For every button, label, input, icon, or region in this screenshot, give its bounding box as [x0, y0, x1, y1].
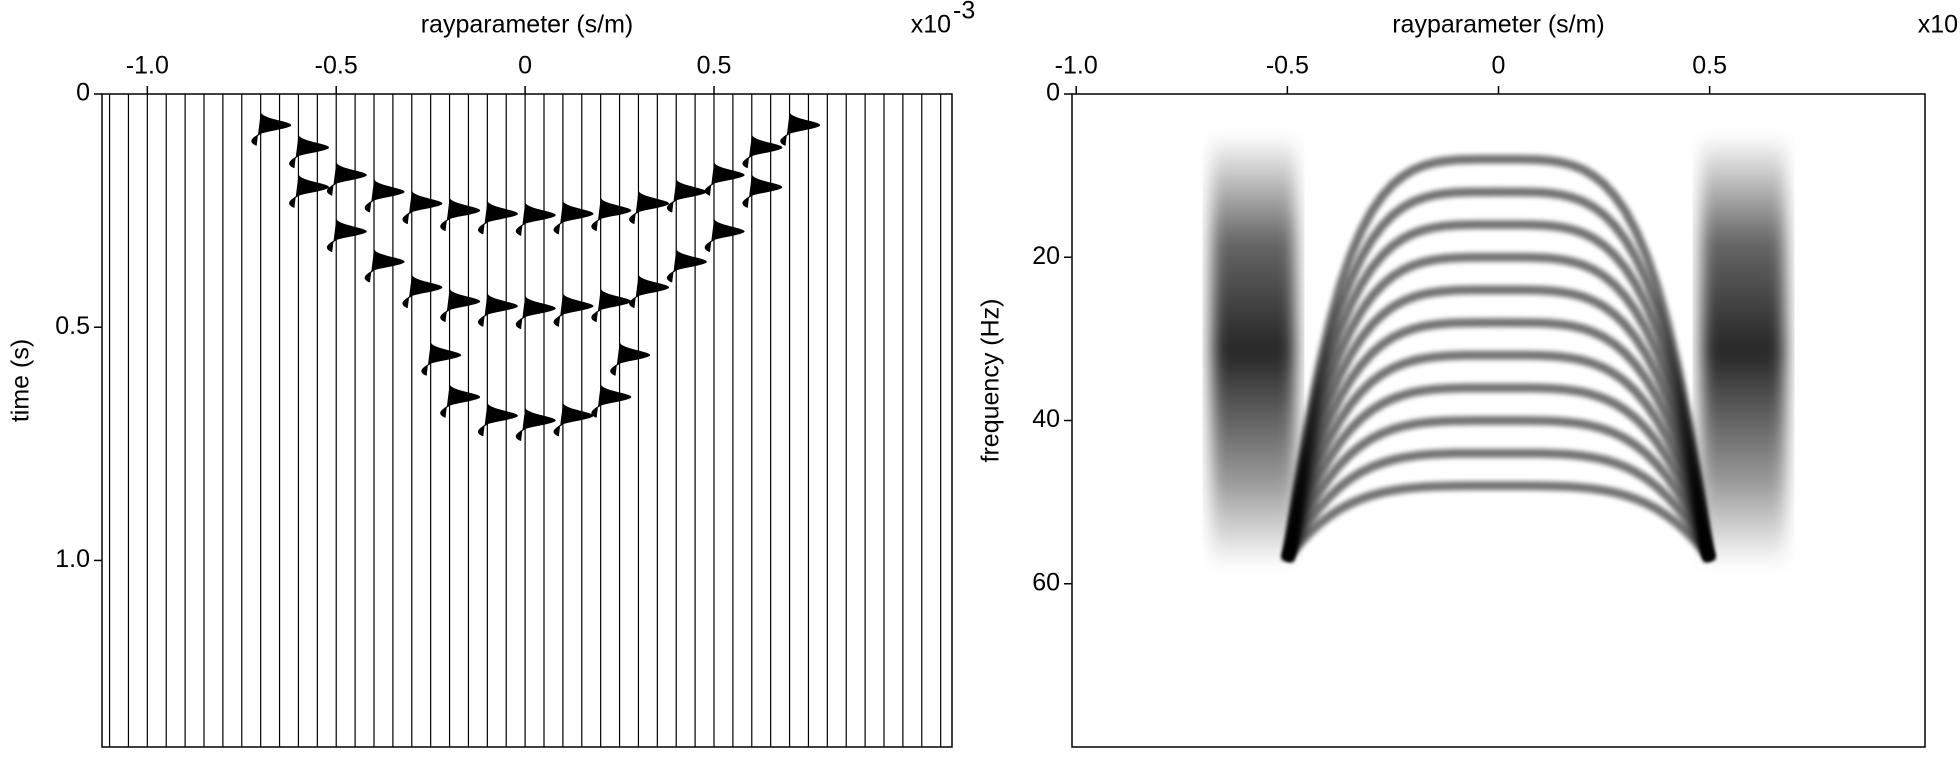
wavelet [610, 342, 651, 376]
arc [1283, 416, 1714, 561]
wavelet [629, 191, 670, 225]
wavelet [289, 174, 330, 208]
image-layer [1211, 134, 1786, 568]
x-tick-label: -0.5 [315, 52, 358, 80]
y-tick-label: 40 [1032, 405, 1060, 433]
wavelet [704, 219, 745, 253]
y-tick-label: 20 [1032, 242, 1060, 270]
wavelet [742, 174, 783, 208]
wavelet [440, 198, 481, 232]
wavelet [478, 201, 518, 235]
y-tick-label: 1.0 [55, 545, 90, 573]
wavelet [629, 275, 670, 309]
y-tick-label: 0.5 [55, 312, 90, 340]
y-axis-label: time (s) [7, 339, 35, 422]
x-tick-label: 0.5 [1692, 52, 1727, 80]
wavelet [553, 403, 594, 437]
wavelet [440, 384, 481, 418]
arc [1282, 154, 1715, 560]
plot-frame [101, 93, 953, 748]
wavelet [251, 112, 292, 146]
wavelet [666, 249, 707, 283]
wavelet [289, 135, 330, 169]
wavelet [402, 275, 443, 309]
side-zone [1211, 134, 1296, 568]
wavelet [421, 342, 462, 376]
wavelet [666, 179, 707, 213]
wavelet [704, 162, 745, 196]
axis-multiplier-exponent: -3 [953, 0, 975, 25]
plot-frame [1071, 93, 1926, 748]
arc [1282, 220, 1715, 561]
arc [1282, 252, 1715, 561]
arc [1282, 285, 1715, 561]
x-tick-label: -1.0 [126, 52, 169, 80]
wavelet [591, 289, 632, 323]
y-tick-label: 60 [1032, 568, 1060, 596]
wavelet [478, 293, 518, 327]
wavelet [515, 202, 556, 236]
wavelet [440, 289, 481, 323]
arc [1283, 448, 1714, 562]
wavelet [515, 408, 556, 442]
x-tick-label: 0.5 [697, 52, 732, 80]
x-axis-label: rayparameter (s/m) [421, 11, 634, 39]
wavelet [326, 162, 367, 196]
arc [1283, 383, 1714, 561]
x-tick-label: -0.5 [1266, 52, 1309, 80]
x-axis-label: rayparameter (s/m) [1392, 11, 1605, 39]
x-tick-label: -1.0 [1055, 52, 1098, 80]
wavelet [364, 249, 405, 283]
axis-multiplier: x10 [1918, 11, 1958, 39]
y-tick-label: 0 [1046, 79, 1060, 107]
axis-multiplier: x10 [911, 11, 951, 39]
arc [1282, 187, 1715, 560]
wavelet [553, 293, 594, 327]
arc [1283, 350, 1714, 561]
arc [1283, 317, 1714, 561]
wavelet [402, 191, 443, 225]
wavelet [591, 384, 632, 418]
wavelet [364, 179, 405, 213]
wavelet [553, 201, 594, 235]
wavelet [478, 403, 518, 437]
y-axis-label: frequency (Hz) [977, 299, 1005, 463]
wavelet [742, 135, 783, 169]
wavelet [515, 296, 556, 330]
wavelet [326, 219, 367, 253]
y-tick-label: 0 [76, 79, 90, 107]
wavelet [591, 198, 632, 232]
arc [1283, 481, 1714, 563]
x-tick-label: 0 [1492, 52, 1506, 80]
x-tick-label: 0 [518, 52, 532, 80]
wavelet [780, 112, 821, 146]
side-zone [1701, 134, 1786, 568]
